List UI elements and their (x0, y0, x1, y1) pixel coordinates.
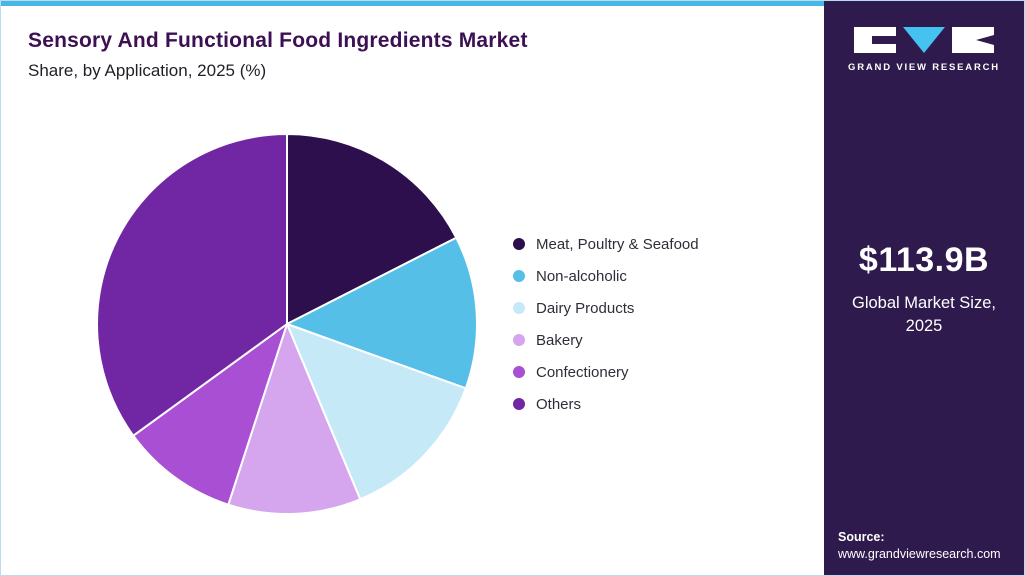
source-label: Source: (838, 530, 885, 544)
pie-slice-0 (286, 133, 458, 325)
legend-label: Non-alcoholic (536, 267, 627, 285)
legend-label: Dairy Products (536, 299, 635, 317)
legend-item: Confectionery (513, 362, 699, 382)
logo-g-icon (854, 27, 896, 53)
legend-item: Others (513, 394, 699, 414)
logo-g-notch (872, 36, 896, 44)
source-url: www.grandviewresearch.com (838, 547, 1001, 561)
market-size-label: Global Market Size, 2025 (824, 292, 1024, 338)
legend-label: Bakery (536, 331, 583, 349)
brand-name: GRAND VIEW RESEARCH (848, 62, 1000, 73)
legend-label: Meat, Poultry & Seafood (536, 235, 699, 253)
brand-sidebar: GRAND VIEW RESEARCH $113.9B Global Marke… (824, 1, 1024, 575)
page-title: Sensory And Functional Food Ingredients … (28, 29, 528, 52)
legend-dot-icon (513, 238, 525, 250)
market-size-label-line2: 2025 (905, 317, 943, 335)
pie-chart-container (87, 124, 487, 524)
legend-item: Meat, Poultry & Seafood (513, 234, 699, 254)
pie-slice-1 (286, 236, 478, 390)
logo-v-icon (903, 27, 945, 53)
gvr-logo (824, 27, 1024, 53)
legend-dot-icon (513, 302, 525, 314)
legend-label: Others (536, 395, 582, 413)
legend-dot-icon (513, 366, 525, 378)
legend-item: Bakery (513, 330, 699, 350)
legend-dot-icon (513, 334, 525, 346)
pie-slice-4 (132, 323, 288, 506)
page-subtitle: Share, by Application, 2025 (%) (28, 61, 267, 80)
legend-item: Non-alcoholic (513, 266, 699, 286)
pie-chart (96, 133, 478, 515)
legend-dot-icon (513, 270, 525, 282)
source-block: Source: www.grandviewresearch.com (838, 530, 1001, 561)
market-size-label-line1: Global Market Size, (852, 294, 996, 312)
legend-item: Dairy Products (513, 298, 699, 318)
market-size-value: $113.9B (858, 241, 990, 279)
chart-legend: Meat, Poultry & Seafood Non-alcoholic Da… (513, 234, 699, 426)
pie-slice-2 (286, 323, 467, 501)
legend-label: Confectionery (536, 363, 629, 381)
logo-r-notch (976, 35, 994, 45)
market-size-block: $113.9B Global Market Size, 2025 (824, 241, 1024, 338)
pie-slice-5 (96, 133, 288, 437)
logo-r-icon (952, 27, 994, 53)
top-accent-line (1, 1, 826, 6)
pie-slice-3 (227, 323, 362, 515)
legend-dot-icon (513, 398, 525, 410)
